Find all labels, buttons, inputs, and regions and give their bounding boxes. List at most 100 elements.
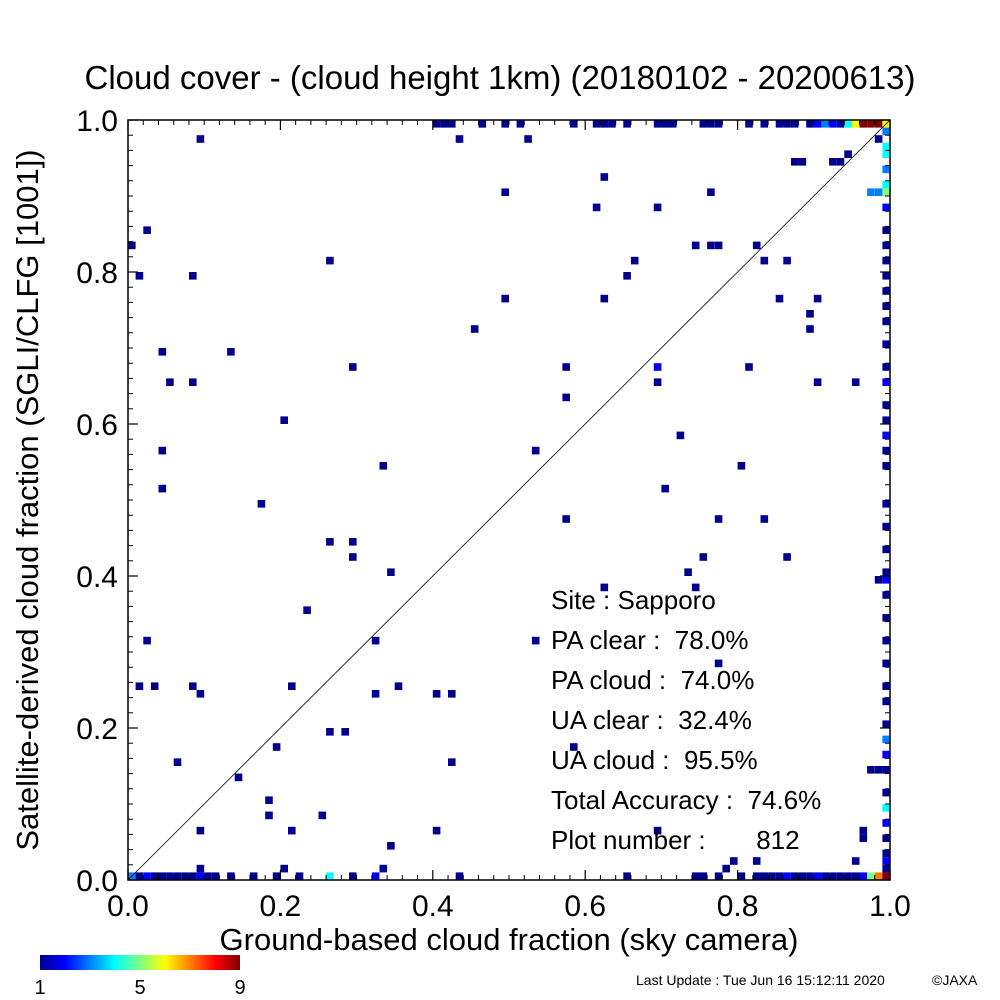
data-cell xyxy=(288,826,296,835)
data-cell xyxy=(196,826,205,835)
data-cell xyxy=(806,310,814,318)
data-cell xyxy=(166,378,174,386)
data-cell-right-edge xyxy=(882,872,890,880)
data-cell xyxy=(684,568,692,576)
data-cell-right-edge xyxy=(882,568,890,576)
data-cell xyxy=(851,857,860,865)
data-cell-right-edge xyxy=(882,834,890,842)
data-cell xyxy=(806,325,814,333)
data-cell xyxy=(196,690,205,698)
data-cell xyxy=(707,188,715,196)
data-cell xyxy=(661,484,669,493)
data-cell xyxy=(867,766,875,774)
data-cell-bottom-edge xyxy=(798,872,807,880)
data-cell xyxy=(432,826,441,835)
data-cell xyxy=(371,636,380,645)
data-cell-bottom-edge xyxy=(371,872,380,880)
data-cell-bottom-edge xyxy=(775,872,784,880)
data-cell xyxy=(859,826,868,835)
data-cell-right-edge xyxy=(882,446,890,455)
data-cell xyxy=(326,538,334,546)
data-cell-bottom-edge xyxy=(204,872,212,880)
data-cell xyxy=(227,348,235,356)
data-cell-right-edge xyxy=(882,416,890,424)
data-cell-bottom-edge xyxy=(737,872,746,880)
data-cell-bottom-edge xyxy=(227,872,235,880)
data-cell xyxy=(676,431,685,440)
x-tick-label: 0.2 xyxy=(260,890,302,923)
colorbar xyxy=(40,955,240,970)
data-cell xyxy=(501,294,509,303)
data-cell-right-edge xyxy=(882,697,890,706)
data-cell xyxy=(630,256,639,265)
data-cell-bottom-edge xyxy=(150,872,159,880)
data-cell xyxy=(455,135,464,143)
data-cell xyxy=(257,500,266,508)
y-tick-label: 0.2 xyxy=(76,713,118,746)
data-cell xyxy=(150,682,159,690)
x-tick-label: 0.0 xyxy=(107,890,149,923)
data-cell xyxy=(714,515,723,523)
data-cell-right-edge xyxy=(882,180,890,189)
data-cell-bottom-edge xyxy=(623,872,631,880)
data-cell-right-edge xyxy=(882,241,890,250)
data-cell-top-edge xyxy=(836,120,845,128)
data-cell xyxy=(371,690,380,698)
data-cell xyxy=(592,203,601,212)
last-update-text: Last Update : Tue Jun 16 15:12:11 2020 xyxy=(636,972,885,988)
data-cell xyxy=(387,568,395,576)
data-cell-bottom-edge xyxy=(272,872,281,880)
data-cell xyxy=(600,583,609,592)
data-cell-bottom-edge xyxy=(867,872,875,880)
data-cell xyxy=(189,682,197,690)
data-cell-bottom-edge xyxy=(699,872,708,880)
data-cell-top-edge xyxy=(699,120,708,128)
data-cell xyxy=(501,188,509,196)
data-cell xyxy=(775,294,784,303)
data-cell-right-edge xyxy=(882,317,890,326)
data-cell-bottom-edge xyxy=(326,872,334,880)
stat-line: UA clear : 32.4% xyxy=(551,705,752,735)
data-cell xyxy=(722,864,730,873)
stat-line: Total Accuracy : 74.6% xyxy=(551,785,821,815)
data-cell xyxy=(570,743,578,751)
data-cell xyxy=(600,173,609,181)
x-tick-label: 1.0 xyxy=(869,890,911,923)
data-cell-bottom-edge xyxy=(295,872,304,880)
data-cell xyxy=(874,766,883,774)
data-cell xyxy=(379,864,388,873)
colorbar-tick-label: 1 xyxy=(34,977,45,999)
y-tick-label: 1.0 xyxy=(76,105,118,138)
colorbar-ticks: 1 5 9 xyxy=(34,977,245,999)
data-cell xyxy=(189,378,197,386)
data-cell-right-edge xyxy=(882,340,890,348)
data-cell-bottom-edge xyxy=(181,872,189,880)
data-cell-right-edge xyxy=(882,682,890,690)
data-cell xyxy=(752,241,761,250)
data-cell xyxy=(851,378,860,386)
data-cell xyxy=(829,158,837,166)
data-cell xyxy=(265,796,273,804)
data-cell-top-edge xyxy=(608,120,616,128)
data-cell-bottom-edge xyxy=(158,872,167,880)
data-marks xyxy=(128,120,890,880)
data-cell xyxy=(813,294,822,303)
data-cell xyxy=(280,416,288,424)
x-tick-label: 0.8 xyxy=(717,890,759,923)
data-cell-bottom-edge xyxy=(691,872,700,880)
data-cell xyxy=(394,682,403,690)
diagonal-reference-line xyxy=(127,119,891,881)
data-cell-top-edge xyxy=(829,120,837,128)
data-cell xyxy=(699,553,708,561)
data-cell-top-edge xyxy=(714,120,723,128)
data-cell-right-edge xyxy=(882,849,890,858)
data-cell-top-edge xyxy=(867,120,875,128)
data-cell-right-edge xyxy=(882,522,890,531)
data-cell xyxy=(562,515,570,523)
data-cell-right-edge xyxy=(882,720,890,728)
data-cell xyxy=(562,393,570,402)
data-cell-right-edge xyxy=(882,287,890,295)
data-cell-bottom-edge xyxy=(189,872,197,880)
data-cell-top-edge xyxy=(516,120,525,128)
data-cell xyxy=(874,576,883,584)
